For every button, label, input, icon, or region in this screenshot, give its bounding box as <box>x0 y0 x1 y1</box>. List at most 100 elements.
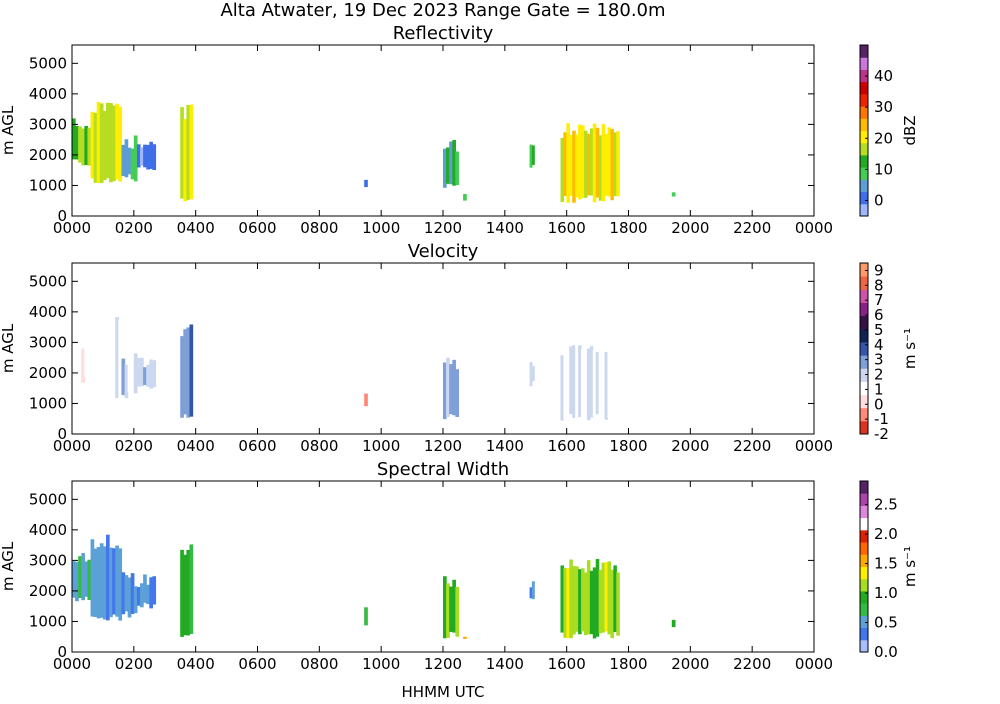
y-axis-label: m AGL <box>0 323 17 373</box>
x-tick-label: 2200 <box>733 655 771 673</box>
echo-cell <box>566 123 570 203</box>
echo-cell <box>583 572 588 636</box>
x-tick-label: 1200 <box>424 655 462 673</box>
y-tick-label: 5000 <box>29 490 67 508</box>
colorbar-swatch <box>860 302 868 317</box>
echo-cell <box>575 566 579 632</box>
echo-cell <box>87 559 92 601</box>
echo-cell <box>604 351 609 420</box>
y-tick-label: 4000 <box>29 521 67 539</box>
echo-cell <box>140 147 144 166</box>
echo-cell <box>578 345 582 417</box>
echo-cell <box>133 353 138 394</box>
echo-cell <box>449 364 453 415</box>
echo-cells <box>72 101 676 203</box>
echo-cell <box>595 127 600 198</box>
x-tick-label: 0400 <box>177 437 215 455</box>
echo-cell <box>186 327 191 418</box>
y-axis-label: m AGL <box>0 105 17 155</box>
y-tick-label: 1000 <box>29 394 67 412</box>
x-tick-label: 0000 <box>795 655 833 673</box>
echo-cell <box>75 336 79 381</box>
echo-cell <box>186 550 191 636</box>
x-tick-label: 0200 <box>115 219 153 237</box>
echo-cell <box>589 128 594 196</box>
echo-cell <box>601 124 606 202</box>
echo-cell <box>592 349 597 417</box>
echo-cell <box>604 133 609 196</box>
x-tick-label: 0400 <box>177 219 215 237</box>
colorbar-tick-label: 0 <box>874 395 884 413</box>
echo-cell <box>115 545 119 617</box>
echo-cell <box>81 128 85 166</box>
echo-cell <box>604 562 609 632</box>
x-tick-label: 1800 <box>609 655 647 673</box>
echo-cell <box>102 328 107 400</box>
echo-cell <box>581 125 585 199</box>
echo-cell <box>124 575 129 612</box>
echo-cell <box>149 359 153 389</box>
echo-cell <box>121 358 126 396</box>
colorbar-swatch <box>860 45 868 58</box>
x-axis-label: HHMM UTC <box>402 683 485 700</box>
echo-cell <box>96 324 101 401</box>
echo-cell <box>115 103 119 180</box>
echo-cell <box>93 112 98 183</box>
echo-cell <box>121 572 126 615</box>
colorbar-tick-label: 8 <box>874 276 884 294</box>
echo-cell <box>140 357 144 387</box>
colorbar-label: dBZ <box>901 115 919 145</box>
x-tick-label: 1400 <box>486 655 524 673</box>
x-tick-label: 2200 <box>733 219 771 237</box>
echo-cell <box>133 586 138 614</box>
echo-cell <box>613 132 617 197</box>
colorbar-tick-label: 9 <box>874 261 884 279</box>
y-tick-label: 5000 <box>29 272 67 290</box>
echo-cell <box>136 144 141 168</box>
echo-cell <box>569 134 573 196</box>
colorbar-swatch <box>860 481 868 494</box>
colorbar-tick-label: 5 <box>874 321 884 339</box>
colorbar-swatch <box>860 493 868 506</box>
echo-cell <box>529 587 533 599</box>
colorbar-swatch <box>860 81 868 95</box>
echo-cell <box>143 574 147 603</box>
x-tick-label: 2200 <box>733 437 771 455</box>
echo-cell <box>616 572 620 636</box>
echo-cell <box>607 348 612 418</box>
echo-cell <box>598 569 603 634</box>
panel-title: Reflectivity <box>393 23 494 44</box>
colorbar-swatch <box>860 203 868 217</box>
echo-cell <box>130 148 135 180</box>
echo-cell <box>183 329 187 415</box>
echo-cell <box>112 319 116 402</box>
echo-cell <box>531 581 535 600</box>
echo-cell <box>455 586 460 637</box>
echo-cell <box>87 127 92 166</box>
x-tick-label: 0200 <box>115 437 153 455</box>
colorbar-swatch <box>860 355 868 369</box>
x-tick-label: 0000 <box>795 219 833 237</box>
echo-cell <box>149 141 153 169</box>
echo-cell <box>99 543 104 618</box>
echo-cell <box>598 347 603 415</box>
colorbar-tick-label: 20 <box>874 129 893 147</box>
colorbar-tick-label: 30 <box>874 98 893 116</box>
y-axis-label: m AGL <box>0 541 17 591</box>
colorbar-swatch <box>860 142 868 156</box>
echo-cell <box>572 130 576 203</box>
echo-cell <box>72 118 76 160</box>
echo-cell <box>589 570 594 635</box>
echo-cell <box>449 586 453 632</box>
y-tick-label: 4000 <box>29 303 67 321</box>
colorbar-swatch <box>860 57 868 70</box>
colorbar-tick-label: 10 <box>874 160 893 178</box>
x-tick-label: 0600 <box>238 219 276 237</box>
echo-cell <box>595 559 600 637</box>
echo-cell <box>566 351 570 419</box>
colorbar-swatch <box>860 505 868 519</box>
echo-cell <box>607 561 612 635</box>
colorbar-swatch <box>860 590 868 604</box>
colorbar-swatch <box>860 566 868 580</box>
